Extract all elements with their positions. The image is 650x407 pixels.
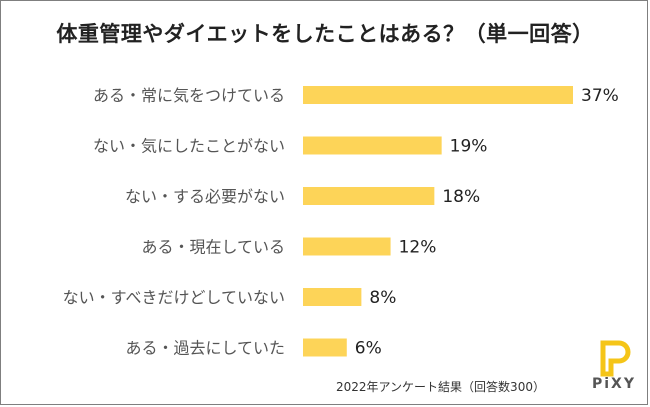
value-label: 37% xyxy=(581,86,619,106)
category-label: ある・常に気をつけている xyxy=(93,86,285,105)
brand-logo: PiXY xyxy=(586,340,642,398)
category-label: ない・気にしたことがない xyxy=(93,137,285,156)
category-label: ない・する必要がない xyxy=(125,187,285,206)
value-label: 6% xyxy=(355,339,382,359)
bar-0 xyxy=(303,86,573,104)
bar-2 xyxy=(303,187,435,205)
bar-5 xyxy=(303,338,347,357)
value-label: 19% xyxy=(450,137,488,157)
footnote: 2022年アンケート結果（回答数300） xyxy=(336,380,545,394)
pixy-logo-icon xyxy=(600,340,631,377)
brand-name: PiXY xyxy=(592,376,636,392)
category-label: ある・現在している xyxy=(141,238,285,257)
bar-4 xyxy=(303,288,362,306)
category-label: ある・過去にしていた xyxy=(125,339,285,358)
bar-1 xyxy=(303,136,442,155)
bar-3 xyxy=(303,237,391,256)
value-label: 8% xyxy=(369,288,396,308)
value-label: 18% xyxy=(442,187,480,207)
category-label: ない・すべきだけどしていない xyxy=(63,288,285,307)
chart-title: 体重管理やダイエットをしたことはある？（単一回答） xyxy=(56,22,594,46)
value-label: 12% xyxy=(399,238,437,258)
